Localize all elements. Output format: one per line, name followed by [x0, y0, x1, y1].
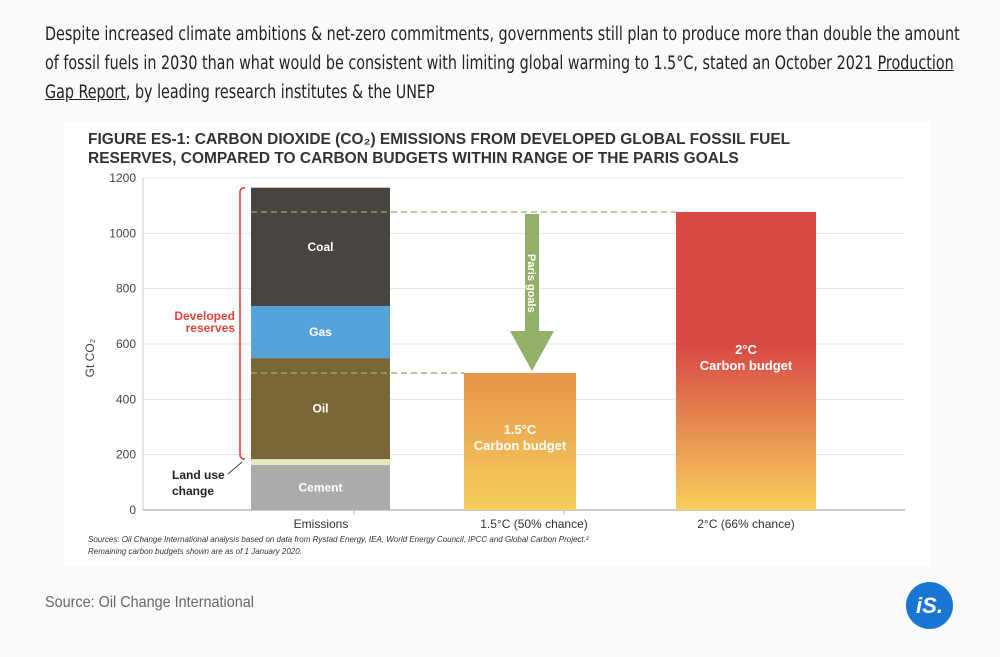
- developed-reserves-label: Developed: [174, 309, 235, 323]
- intro-text-end: , by leading research institutes & the U…: [125, 82, 435, 103]
- y-axis-label: Gt CO₂: [83, 338, 97, 377]
- developed-reserves-label: reserves: [186, 321, 236, 335]
- chart-svg: FIGURE ES-1: CARBON DIOXIDE (CO₂) EMISSI…: [83, 131, 905, 556]
- bar-segment-oil: [251, 358, 390, 460]
- paris-goals-arrow-head: [510, 331, 554, 372]
- segment-label: Oil: [312, 402, 328, 416]
- x-tick-label: 1.5°C (50% chance): [480, 517, 588, 531]
- budget-label-line2: Carbon budget: [474, 438, 567, 453]
- land-use-pointer: [227, 461, 243, 475]
- x-tick-label: 2°C (66% chance): [697, 517, 795, 531]
- y-tick-label: 600: [116, 337, 136, 351]
- bar-segment-cement: [251, 464, 390, 510]
- budget-label-line2: Carbon budget: [700, 358, 793, 373]
- y-tick-label: 400: [116, 392, 136, 406]
- chart-figure: FIGURE ES-1: CARBON DIOXIDE (CO₂) EMISSI…: [64, 122, 930, 566]
- bar-segment-gas: [251, 306, 390, 359]
- intro-paragraph: Despite increased climate ambitions & ne…: [45, 20, 965, 107]
- x-tick-label: Emissions: [294, 517, 349, 531]
- segment-label: Coal: [307, 240, 333, 254]
- segment-label: Cement: [298, 480, 342, 494]
- y-tick-label: 0: [129, 503, 136, 517]
- y-tick-label: 1000: [109, 226, 136, 240]
- land-use-label: change: [172, 484, 214, 498]
- land-use-label: Land use: [172, 468, 225, 482]
- y-tick-label: 1200: [109, 171, 136, 185]
- budget-label-line1: 1.5°C: [504, 422, 537, 437]
- paris-goals-label: Paris goals: [525, 254, 537, 313]
- bar-segment-coal: [251, 187, 390, 307]
- segment-label: Gas: [309, 325, 332, 339]
- chart-title-line2: RESERVES, COMPARED TO CARBON BUDGETS WIT…: [88, 150, 739, 167]
- source-caption: Source: Oil Change International: [45, 594, 254, 611]
- paris-goals-arrow-shaft: [525, 214, 539, 334]
- budget-bar-1: [676, 212, 816, 510]
- y-tick-label: 200: [116, 448, 136, 462]
- intro-text: Despite increased climate ambitions & ne…: [45, 24, 960, 74]
- chart-title-line1: FIGURE ES-1: CARBON DIOXIDE (CO₂) EMISSI…: [88, 131, 790, 148]
- production-gap-report-link[interactable]: Production Gap Report: [45, 53, 954, 103]
- bar-segment-land-use-change: [251, 459, 390, 465]
- chart-notes-line2: Remaining carbon budgets shown are as of…: [88, 547, 302, 556]
- budget-label-line1: 2°C: [735, 342, 757, 357]
- budget-bar-0: [464, 373, 576, 510]
- y-tick-label: 800: [116, 282, 136, 296]
- chart-notes-line1: Sources: Oil Change International analys…: [88, 535, 589, 544]
- developed-reserves-bracket: [239, 186, 246, 460]
- logo[interactable]: iS.: [906, 582, 953, 629]
